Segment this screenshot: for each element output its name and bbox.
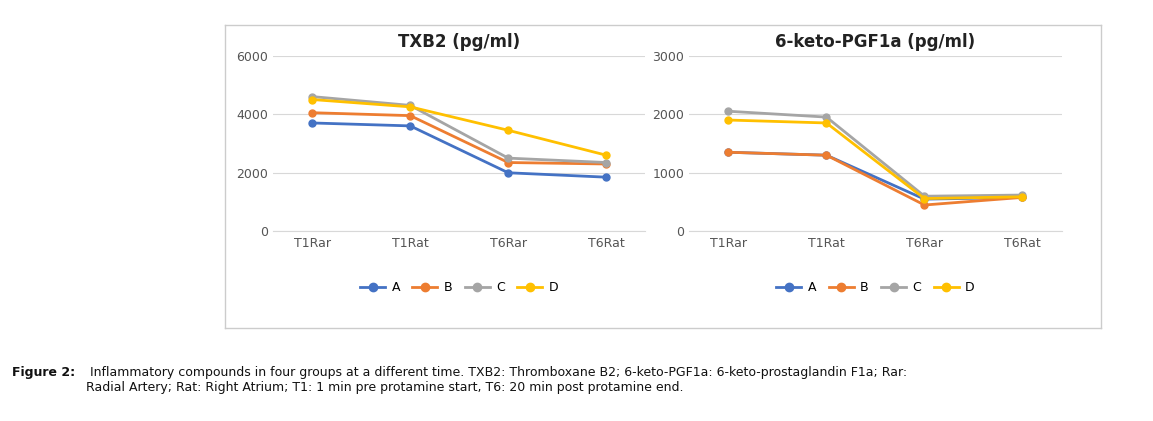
Title: 6-keto-PGF1a (pg/ml): 6-keto-PGF1a (pg/ml) [776, 33, 975, 51]
Text: Figure 2:: Figure 2: [12, 366, 75, 379]
Text: Inflammatory compounds in four groups at a different time. TXB2: Thromboxane B2;: Inflammatory compounds in four groups at… [86, 366, 907, 394]
Legend: A, B, C, D: A, B, C, D [355, 276, 563, 299]
Title: TXB2 (pg/ml): TXB2 (pg/ml) [398, 33, 520, 51]
Legend: A, B, C, D: A, B, C, D [771, 276, 979, 299]
